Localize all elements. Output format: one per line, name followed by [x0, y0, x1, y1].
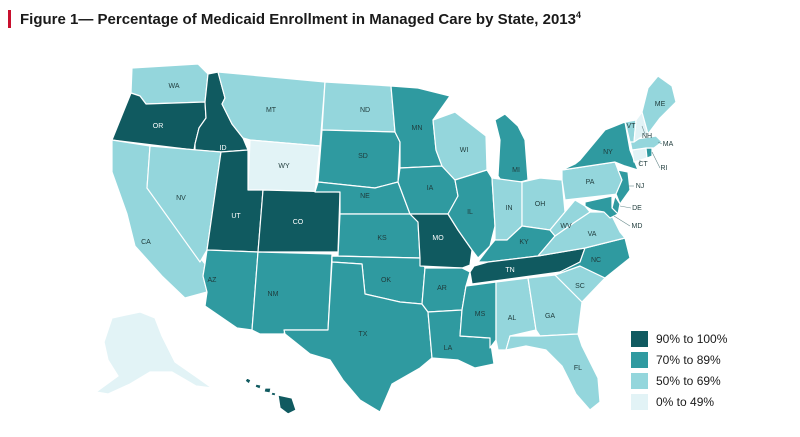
state-nv [146, 145, 222, 263]
state-label-de: DE [632, 205, 642, 212]
legend-item-0-49: 0% to 49% [631, 393, 727, 410]
state-tx [283, 261, 433, 413]
state-wv [549, 199, 591, 237]
state-label-sc: SC [575, 283, 585, 290]
legend-label: 50% to 69% [656, 373, 721, 388]
legend-swatch [631, 372, 648, 389]
state-label-sd: SD [358, 153, 368, 160]
state-il [447, 169, 496, 259]
state-ak [95, 311, 213, 395]
state-label-wy: WY [278, 163, 290, 170]
state-label-ms: MS [475, 311, 486, 318]
state-label-or: OR [153, 123, 164, 130]
figure-title: Figure 1— Percentage of Medicaid Enrollm… [8, 8, 581, 30]
state-label-me: ME [655, 101, 666, 108]
legend-label: 70% to 89% [656, 352, 721, 367]
state-label-pa: PA [586, 179, 595, 186]
state-label-tn: TN [505, 267, 514, 274]
state-label-mt: MT [266, 107, 277, 114]
state-label-nc: NC [591, 257, 601, 264]
footnote-marker: 4 [576, 10, 582, 20]
state-label-ar: AR [437, 285, 447, 292]
legend-swatch [631, 351, 648, 368]
state-label-ks: KS [377, 235, 387, 242]
state-label-al: AL [508, 315, 517, 322]
state-label-ma: MA [663, 141, 674, 148]
state-az [202, 249, 259, 331]
state-label-ok: OK [381, 277, 391, 284]
state-label-mo: MO [432, 235, 444, 242]
state-me [641, 75, 677, 135]
state-label-oh: OH [535, 201, 546, 208]
state-mi [494, 113, 529, 187]
legend-swatch [631, 393, 648, 410]
state-md [584, 195, 619, 219]
legend-item-70-89: 70% to 89% [631, 351, 727, 368]
state-label-nv: NV [176, 195, 186, 202]
legend-item-50-69: 50% to 69% [631, 372, 727, 389]
state-label-il: IL [467, 209, 473, 216]
state-label-ky: KY [519, 239, 529, 246]
state-label-ia: IA [427, 185, 434, 192]
state-label-fl: FL [574, 365, 582, 372]
state-hi [244, 377, 297, 415]
state-label-ut: UT [231, 213, 241, 220]
state-label-co: CO [293, 219, 304, 226]
state-fl [505, 333, 601, 411]
state-ri [645, 147, 653, 159]
map-legend: 90% to 100% 70% to 89% 50% to 69% 0% to 49% [631, 330, 727, 414]
state-label-wa: WA [168, 83, 179, 90]
state-label-mn: MN [412, 125, 423, 132]
state-nm [251, 251, 333, 335]
state-label-tx: TX [359, 331, 368, 338]
state-label-la: LA [444, 345, 453, 352]
state-label-mi: MI [512, 167, 520, 174]
state-label-ga: GA [545, 313, 555, 320]
state-label-ct: CT [638, 161, 648, 168]
state-label-nj: NJ [636, 183, 645, 190]
legend-swatch [631, 330, 648, 347]
legend-label: 0% to 49% [656, 394, 715, 409]
state-nc [554, 237, 631, 279]
title-accent-bar [8, 10, 11, 28]
legend-item-90-100: 90% to 100% [631, 330, 727, 347]
state-label-va: VA [588, 231, 597, 238]
leader-lines [613, 125, 663, 227]
state-nd [321, 81, 396, 133]
state-label-in: IN [506, 205, 513, 212]
state-label-vt: VT [627, 123, 637, 130]
state-label-ri: RI [661, 165, 668, 172]
state-label-nh: NH [642, 133, 652, 140]
state-label-ny: NY [603, 149, 613, 156]
state-ny [561, 121, 639, 171]
state-label-wi: WI [460, 147, 469, 154]
state-label-az: AZ [208, 277, 218, 284]
state-label-wv: WV [560, 223, 572, 230]
state-label-id: ID [220, 145, 227, 152]
state-label-nm: NM [268, 291, 279, 298]
state-label-nd: ND [360, 107, 370, 114]
figure-title-text: Figure 1— Percentage of Medicaid Enrollm… [20, 10, 582, 28]
state-label-ca: CA [141, 239, 151, 246]
state-label-ne: NE [360, 193, 370, 200]
us-state-map: WA OR CA ID NV MT WY UT CO AZ NM ND SD N… [95, 63, 677, 415]
state-nh [633, 111, 649, 143]
legend-label: 90% to 100% [656, 331, 728, 346]
state-label-md: MD [632, 223, 643, 230]
